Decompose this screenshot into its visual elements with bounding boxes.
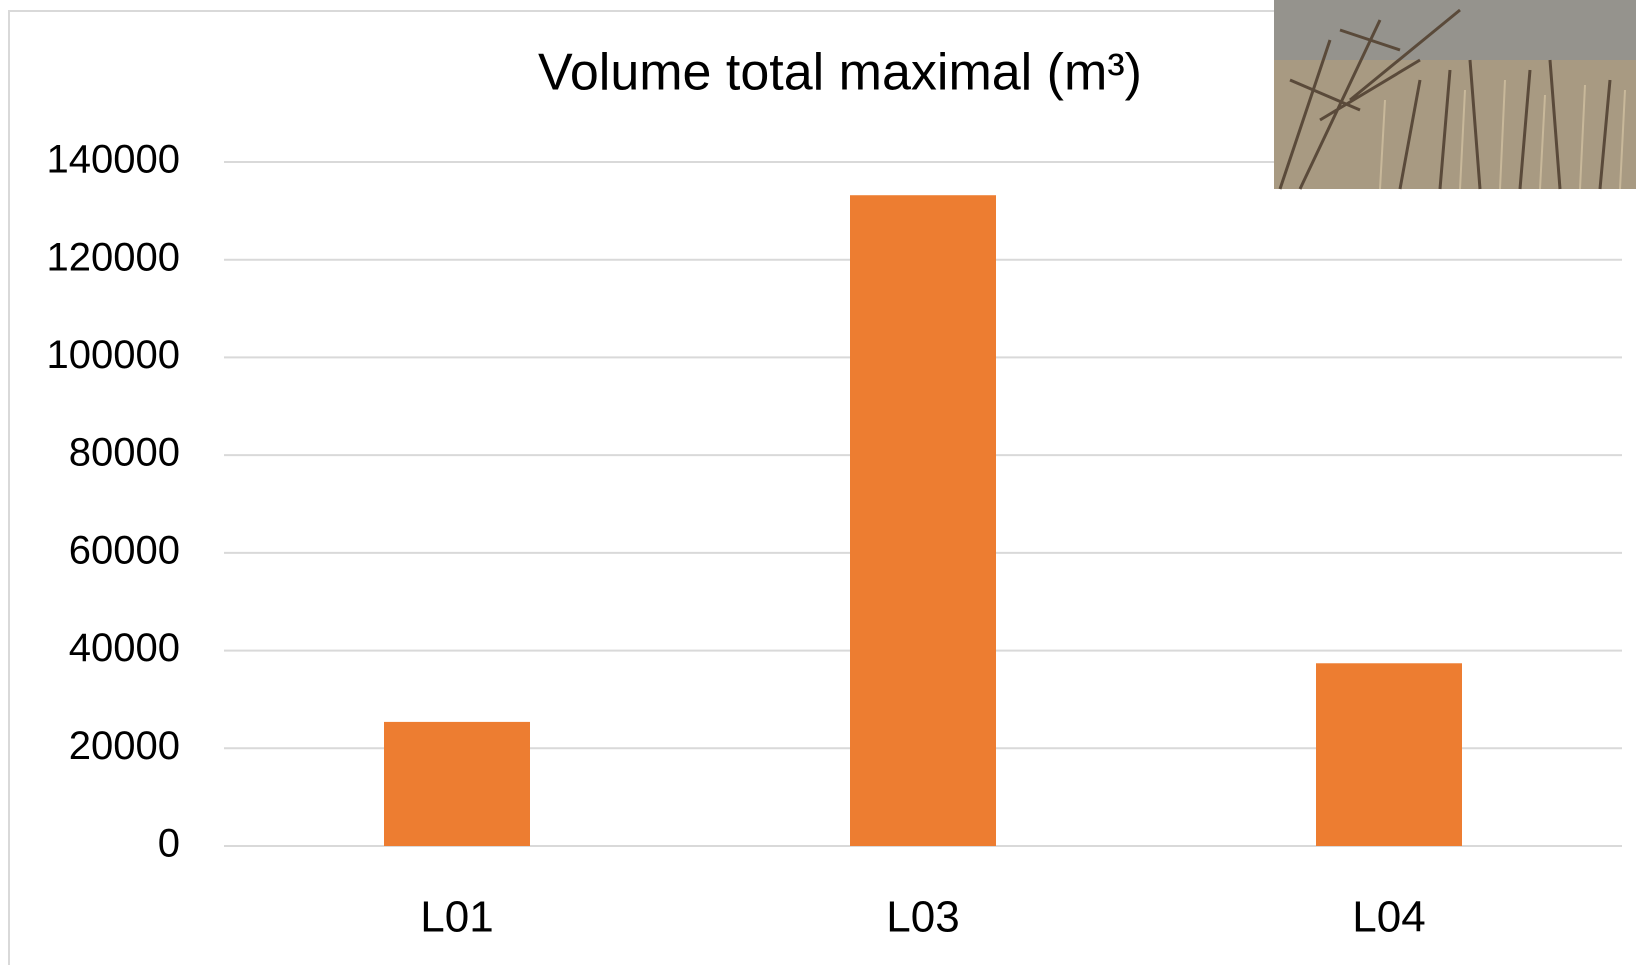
x-tick-label: L01 (420, 893, 493, 942)
y-tick-label: 60000 (69, 528, 180, 572)
chart: Volume total maximal (m³) 0 20000 40000 600… (0, 0, 1636, 965)
bar (1316, 663, 1462, 846)
x-tick-label: L04 (1352, 893, 1425, 942)
bar (384, 722, 530, 846)
y-tick-label: 40000 (69, 626, 180, 670)
photo (1274, 0, 1636, 189)
y-tick-label: 120000 (47, 235, 180, 279)
photo-water (1274, 0, 1636, 60)
x-tick-label: L03 (886, 893, 959, 942)
y-tick-label: 100000 (47, 333, 180, 377)
y-tick-label: 80000 (69, 431, 180, 475)
bar (850, 195, 996, 846)
y-tick-label: 140000 (47, 138, 180, 182)
page: {"chart_data": {"type": "bar", "title": … (0, 0, 1636, 965)
y-tick-label: 20000 (69, 724, 180, 768)
y-tick-label: 0 (158, 822, 180, 866)
chart-title: Volume total maximal (m³) (538, 44, 1142, 102)
